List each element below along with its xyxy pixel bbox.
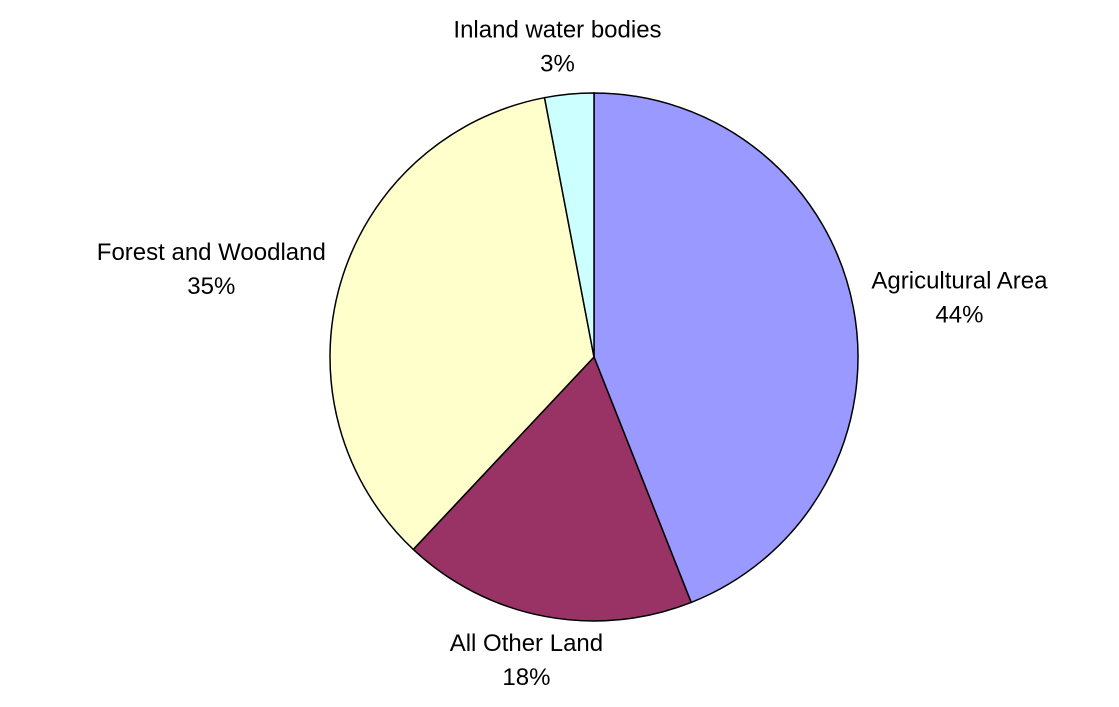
pie-slice [412,355,693,622]
slice-value-label: 35% [187,273,235,300]
slice-label: Inland water bodies [453,17,661,44]
slice-label: Agricultural Area [871,267,1048,294]
pie-slice [329,96,595,551]
slice-label: All Other Land [450,630,603,657]
pie-slice [593,92,859,604]
slice-value-label: 44% [935,301,983,328]
pie-slice [543,92,595,358]
slice-label: Forest and Woodland [97,239,326,266]
slice-value-label: 3% [540,51,575,78]
slice-value-label: 18% [502,664,550,691]
